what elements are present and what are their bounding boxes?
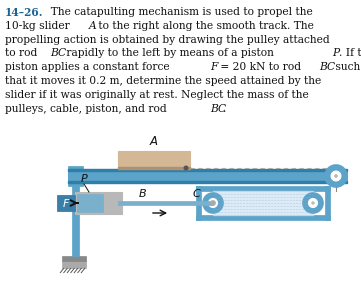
Text: to rod: to rod [5,48,41,58]
Text: rapidly to the left by means of a piston: rapidly to the left by means of a piston [63,48,277,58]
Bar [72,183,79,256]
Text: $B$: $B$ [138,187,147,199]
Text: $F$: $F$ [62,197,70,209]
Text: pulleys, cable, piston, and rod: pulleys, cable, piston, and rod [5,104,170,114]
Bar [68,181,347,183]
Circle shape [203,193,223,213]
Bar [57,195,75,211]
Bar [62,260,86,268]
Circle shape [325,165,347,187]
Text: slider if it was originally at rest. Neglect the mass of the: slider if it was originally at rest. Neg… [5,90,309,100]
Text: P: P [332,48,339,58]
Circle shape [212,202,214,204]
Bar [75,192,122,214]
Circle shape [303,193,323,213]
Bar [118,167,190,169]
Bar [77,194,103,212]
Text: $A$: $A$ [149,135,159,148]
Circle shape [210,201,216,206]
Circle shape [309,198,318,207]
Bar [62,256,86,261]
Text: .: . [223,104,227,114]
Circle shape [312,202,314,204]
Text: $P$: $P$ [80,172,89,184]
Text: such: such [332,62,361,72]
Bar [213,191,313,215]
Bar [196,186,201,220]
Circle shape [184,166,188,170]
Text: to the right along the smooth track. The: to the right along the smooth track. The [95,21,314,31]
Text: F: F [210,62,218,72]
Bar [68,169,347,183]
Text: BC: BC [210,104,226,114]
Bar [325,186,330,220]
Bar [68,166,83,186]
Bar [196,186,330,191]
Bar [196,215,330,220]
Circle shape [331,171,341,181]
Text: BC: BC [319,62,335,72]
Bar [118,151,190,169]
Text: . If the: . If the [339,48,361,58]
Text: The catapulting mechanism is used to propel the: The catapulting mechanism is used to pro… [43,7,312,17]
Text: piston applies a constant force: piston applies a constant force [5,62,173,72]
Bar [118,201,213,205]
Text: 10-kg slider: 10-kg slider [5,21,73,31]
Text: that it moves it 0.2 m, determine the speed attained by the: that it moves it 0.2 m, determine the sp… [5,76,321,86]
Circle shape [335,175,338,177]
Text: BC: BC [50,48,66,58]
Text: $C$: $C$ [192,187,202,199]
Text: propelling action is obtained by drawing the pulley attached: propelling action is obtained by drawing… [5,35,330,45]
Bar [68,169,347,171]
Text: A: A [88,21,96,31]
Text: 14–26.: 14–26. [5,7,43,18]
Text: = 20 kN to rod: = 20 kN to rod [217,62,304,72]
Circle shape [209,198,217,207]
